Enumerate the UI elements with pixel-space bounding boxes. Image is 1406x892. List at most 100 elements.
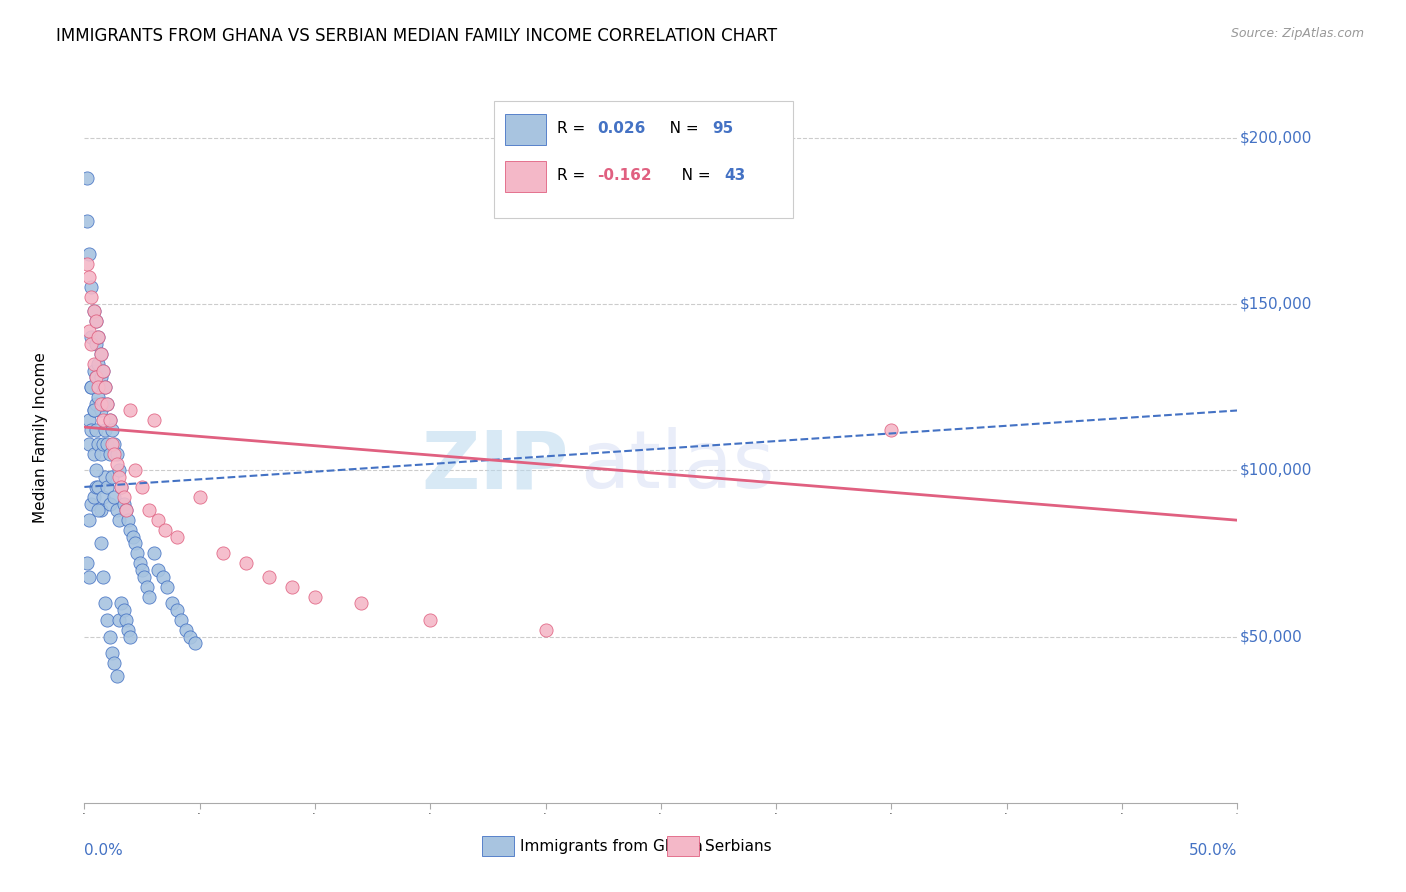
Point — [105, 447, 128, 461]
Point — [94, 470, 117, 484]
Point — [77, 413, 100, 427]
Text: -0.162: -0.162 — [598, 169, 652, 184]
Point — [91, 397, 114, 411]
Point — [84, 314, 107, 328]
Point — [96, 613, 118, 627]
Point — [96, 397, 118, 411]
Point — [211, 546, 233, 560]
Point — [257, 570, 280, 584]
Point — [156, 580, 179, 594]
Point — [84, 397, 107, 411]
Point — [91, 490, 114, 504]
Point — [89, 370, 111, 384]
Point — [153, 523, 176, 537]
Text: R =: R = — [557, 121, 591, 136]
Bar — [482, 836, 515, 856]
Point — [84, 337, 107, 351]
Point — [98, 413, 121, 427]
Point — [98, 447, 121, 461]
Point — [83, 447, 105, 461]
Point — [91, 413, 114, 427]
Point — [105, 669, 128, 683]
Point — [77, 324, 100, 338]
Text: R =: R = — [557, 169, 591, 184]
Point — [115, 503, 138, 517]
Point — [152, 570, 174, 584]
Point — [101, 646, 124, 660]
Point — [98, 630, 121, 644]
Point — [235, 557, 257, 571]
Point — [89, 347, 111, 361]
Point — [80, 424, 103, 438]
Text: N =: N = — [655, 121, 703, 136]
Point — [124, 463, 146, 477]
Point — [83, 403, 105, 417]
Point — [96, 480, 118, 494]
Point — [76, 557, 98, 571]
Point — [112, 603, 135, 617]
Text: 50.0%: 50.0% — [1189, 843, 1237, 858]
Point — [87, 330, 110, 344]
Point — [108, 513, 131, 527]
Point — [84, 370, 107, 384]
Point — [146, 563, 169, 577]
Point — [174, 623, 197, 637]
Point — [94, 424, 117, 438]
Point — [304, 590, 326, 604]
Point — [94, 380, 117, 394]
Text: Median Family Income: Median Family Income — [34, 351, 48, 523]
Point — [83, 363, 105, 377]
Point — [87, 330, 110, 344]
Point — [83, 357, 105, 371]
Point — [120, 403, 142, 417]
Point — [76, 257, 98, 271]
Point — [131, 563, 153, 577]
Text: Source: ZipAtlas.com: Source: ZipAtlas.com — [1230, 27, 1364, 40]
Point — [101, 424, 124, 438]
Point — [96, 436, 118, 450]
Point — [94, 596, 117, 610]
Bar — [505, 114, 546, 145]
Point — [127, 546, 149, 560]
Point — [166, 603, 188, 617]
Point — [80, 380, 103, 394]
Point — [105, 457, 128, 471]
Point — [101, 470, 124, 484]
Point — [105, 503, 128, 517]
Point — [179, 630, 201, 644]
Point — [138, 590, 160, 604]
Point — [76, 214, 98, 228]
Point — [117, 513, 139, 527]
Point — [110, 480, 132, 494]
Point — [84, 480, 107, 494]
Point — [83, 490, 105, 504]
Point — [110, 596, 132, 610]
Point — [98, 413, 121, 427]
Text: 0.0%: 0.0% — [84, 843, 124, 858]
Point — [103, 447, 125, 461]
Point — [117, 623, 139, 637]
Point — [128, 557, 150, 571]
Point — [84, 463, 107, 477]
Point — [87, 357, 110, 371]
Bar — [666, 836, 699, 856]
Point — [131, 480, 153, 494]
Point — [83, 303, 105, 318]
Point — [77, 247, 100, 261]
Point — [80, 330, 103, 344]
Point — [142, 413, 165, 427]
Point — [134, 570, 156, 584]
Point — [91, 436, 114, 450]
Point — [121, 530, 143, 544]
Point — [98, 497, 121, 511]
Point — [138, 503, 160, 517]
Point — [84, 370, 107, 384]
Point — [170, 613, 193, 627]
Point — [108, 613, 131, 627]
Point — [89, 397, 111, 411]
Point — [84, 314, 107, 328]
Point — [184, 636, 207, 650]
Point — [120, 523, 142, 537]
Point — [101, 436, 124, 450]
Text: $150,000: $150,000 — [1240, 297, 1312, 311]
